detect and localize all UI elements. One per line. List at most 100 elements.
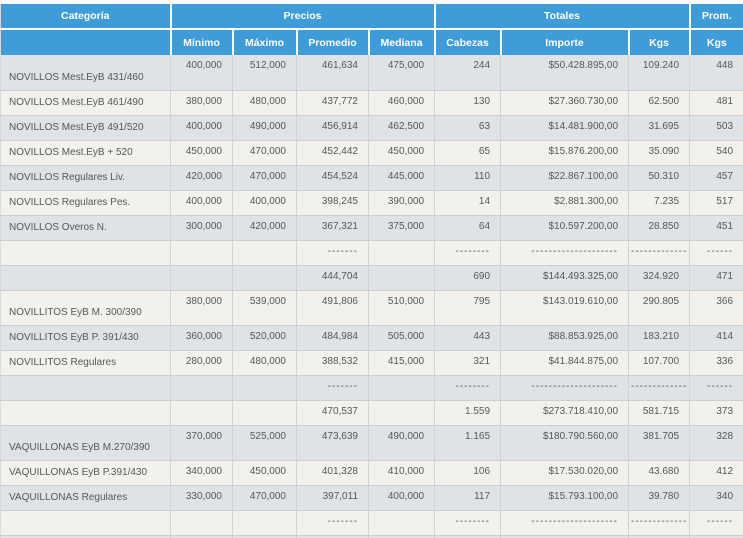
category-cell [0, 375, 171, 401]
min-cell: 380,000 [170, 90, 233, 116]
med-cell: 460,000 [368, 90, 436, 116]
table-row-data: VAQUILLONAS EyB M.270/390 370,000 525,000 4… [0, 425, 743, 461]
category-cell: NOVILLITOS EyB P. 391/430 [0, 325, 171, 351]
avg_kgs-cell: 366 [689, 290, 743, 326]
header-mediana: Mediana [368, 29, 436, 55]
kgs-cell: 107.700 [628, 350, 691, 376]
table-row-subtotal: 444,704 690 $144.493.325,00 324.920 471 [0, 265, 743, 291]
kgs-cell: 31.695 [628, 115, 691, 141]
max-cell: 470,000 [232, 485, 297, 511]
max-cell: 450,000 [232, 460, 297, 486]
avg-cell: 452,442 [296, 140, 369, 166]
category-cell: NOVILLOS Regulares Liv. [0, 165, 171, 191]
avg-cell: 397,011 [296, 485, 369, 511]
avg-cell: 470,537 [296, 400, 369, 426]
amount-cell: $2.881.300,00 [500, 190, 630, 216]
heads-cell: 130 [434, 90, 502, 116]
header-prom-kgs: Kgs [689, 29, 743, 55]
max-cell [232, 265, 297, 291]
livestock-price-table: Categoría Precios Totales Prom. Mínimo M… [0, 4, 743, 538]
amount-cell: $180.790.560,00 [500, 425, 630, 461]
avg-cell: 484,984 [296, 325, 369, 351]
header-minimo: Mínimo [170, 29, 234, 55]
avg_kgs-cell: 503 [689, 115, 743, 141]
med-cell: 390,000 [368, 190, 436, 216]
category-cell: VAQUILLONAS Regulares [0, 485, 171, 511]
table-row-data: NOVILLOS Regulares Liv. 420,000 470,000 454… [0, 165, 743, 191]
heads-cell: 443 [434, 325, 502, 351]
avg_kgs-cell: 451 [689, 215, 743, 241]
header-promedio: Promedio [296, 29, 370, 55]
max-cell [232, 240, 297, 266]
avg-cell: 367,321 [296, 215, 369, 241]
avg-cell: ------- [296, 240, 369, 266]
table-body: NOVILLOS Mest.EyB 431/460 400,000 512,000 4… [0, 55, 743, 538]
kgs-cell: 62.500 [628, 90, 691, 116]
avg-cell: ------- [296, 375, 369, 401]
category-cell: NOVILLITOS EyB M. 300/390 [0, 290, 171, 326]
kgs-cell: 50.310 [628, 165, 691, 191]
max-cell: 400,000 [232, 190, 297, 216]
min-cell: 400,000 [170, 115, 233, 141]
avg-cell: 401,328 [296, 460, 369, 486]
header-sub-row: Mínimo Máximo Promedio Mediana Cabezas I… [0, 29, 743, 55]
header-kgs: Kgs [628, 29, 691, 55]
avg-cell: 388,532 [296, 350, 369, 376]
table-row-dashes: ------- -------- -------------------- -----… [0, 510, 743, 536]
table-row-data: NOVILLOS Overos N. 300,000 420,000 367,321 3… [0, 215, 743, 241]
min-cell [170, 400, 233, 426]
category-cell: NOVILLOS Mest.EyB 461/490 [0, 90, 171, 116]
max-cell [232, 510, 297, 536]
avg-cell: 473,639 [296, 425, 369, 461]
min-cell: 300,000 [170, 215, 233, 241]
table-row-dashes: ------- -------- -------------------- -----… [0, 240, 743, 266]
avg_kgs-cell: ------ [689, 510, 743, 536]
kgs-cell: 381.705 [628, 425, 691, 461]
avg-cell: 491,806 [296, 290, 369, 326]
category-cell [0, 240, 171, 266]
header-importe: Importe [500, 29, 630, 55]
max-cell: 480,000 [232, 350, 297, 376]
med-cell: 505,000 [368, 325, 436, 351]
amount-cell: $88.853.925,00 [500, 325, 630, 351]
med-cell [368, 265, 436, 291]
kgs-cell: 324.920 [628, 265, 691, 291]
amount-cell: $14.481.900,00 [500, 115, 630, 141]
table-row-data: NOVILLITOS Regulares 280,000 480,000 388,53… [0, 350, 743, 376]
med-cell: 410,000 [368, 460, 436, 486]
med-cell: 415,000 [368, 350, 436, 376]
max-cell: 470,000 [232, 165, 297, 191]
category-cell [0, 265, 171, 291]
category-cell: NOVILLOS Regulares Pes. [0, 190, 171, 216]
min-cell: 340,000 [170, 460, 233, 486]
heads-cell: 63 [434, 115, 502, 141]
avg-cell: 444,704 [296, 265, 369, 291]
avg_kgs-cell: 336 [689, 350, 743, 376]
med-cell: 475,000 [368, 55, 436, 91]
kgs-cell: 28.850 [628, 215, 691, 241]
avg_kgs-cell: 373 [689, 400, 743, 426]
med-cell [368, 400, 436, 426]
table-row-data: NOVILLOS Regulares Pes. 400,000 400,000 398… [0, 190, 743, 216]
heads-cell: 65 [434, 140, 502, 166]
header-group-row: Categoría Precios Totales Prom. [0, 4, 743, 30]
table-row-data: VAQUILLONAS EyB P.391/430 340,000 450,000 4… [0, 460, 743, 486]
category-cell: NOVILLOS Mest.EyB + 520 [0, 140, 171, 166]
header-group-prom: Prom. [689, 4, 743, 30]
amount-cell: $15.793.100,00 [500, 485, 630, 511]
kgs-cell: 39.780 [628, 485, 691, 511]
header-maximo: Máximo [232, 29, 298, 55]
amount-cell: $17.530.020,00 [500, 460, 630, 486]
avg_kgs-cell: 340 [689, 485, 743, 511]
med-cell [368, 510, 436, 536]
table-row-data: NOVILLITOS EyB M. 300/390 380,000 539,000 4… [0, 290, 743, 326]
heads-cell: -------- [434, 375, 502, 401]
med-cell: 510,000 [368, 290, 436, 326]
avg-cell: 437,772 [296, 90, 369, 116]
min-cell: 420,000 [170, 165, 233, 191]
heads-cell: 690 [434, 265, 502, 291]
table-row-subtotal: 470,537 1.559 $273.718.410,00 581.715 373 [0, 400, 743, 426]
avg-cell [296, 535, 369, 538]
max-cell: 525,000 [232, 425, 297, 461]
